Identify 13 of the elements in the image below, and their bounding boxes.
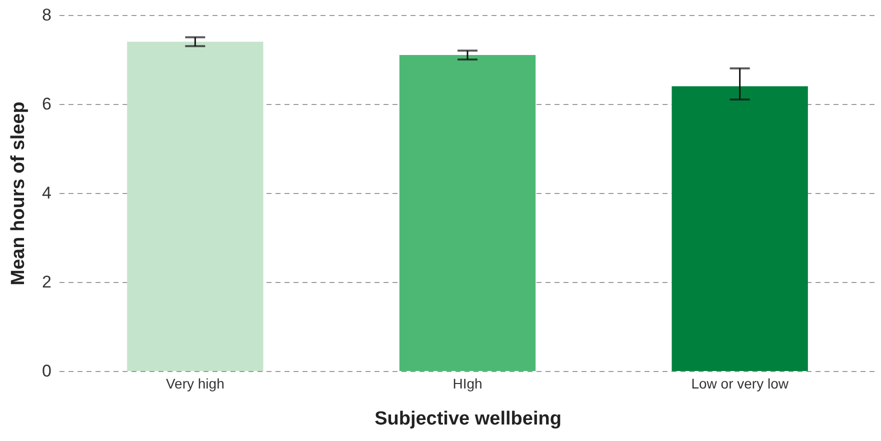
y-axis-title: Mean hours of sleep	[8, 102, 30, 286]
bar	[127, 42, 264, 371]
y-tick-label: 6	[42, 94, 52, 114]
x-tick-label: Very high	[166, 376, 224, 392]
y-tick-label: 4	[42, 184, 52, 202]
y-tick-label: 8	[42, 6, 52, 24]
bar	[672, 86, 808, 371]
bar	[399, 55, 536, 371]
x-axis-title: Subjective wellbeing	[374, 408, 562, 430]
x-tick-label: Low or very low	[691, 376, 790, 392]
y-tick-label: 2	[42, 272, 52, 292]
x-tick-label: HIgh	[452, 376, 482, 392]
y-tick-label: 0	[42, 362, 52, 380]
